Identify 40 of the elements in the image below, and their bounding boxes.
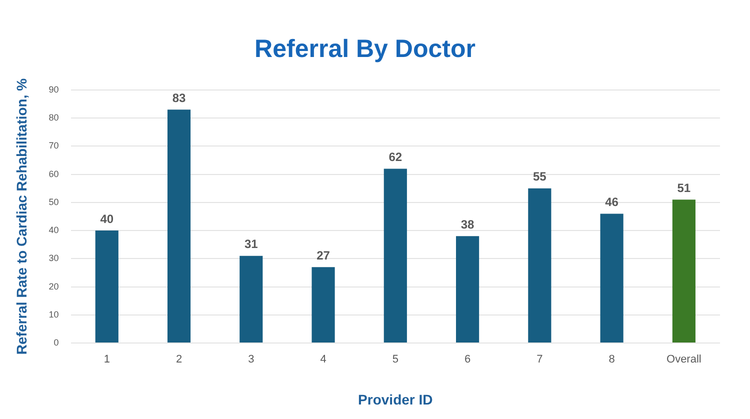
y-tick-label: 30: [48, 253, 59, 264]
y-tick-label: 90: [48, 84, 59, 94]
x-tick-label: 6: [464, 354, 471, 366]
data-label: 55: [532, 170, 547, 184]
y-tick-label: 40: [48, 225, 59, 236]
bar: [672, 200, 696, 342]
y-axis-title: Referral Rate to Cardiac Rehabilitation, %: [13, 78, 30, 355]
x-tick-label: 7: [536, 354, 543, 366]
x-axis-title: Provider ID: [358, 391, 433, 408]
data-label: 62: [388, 150, 402, 164]
data-label: 46: [605, 195, 619, 209]
x-tick-label: 2: [176, 354, 182, 366]
data-label: 83: [172, 90, 186, 105]
x-tick-label: Overall: [666, 354, 702, 366]
bar: [384, 168, 407, 342]
data-label: 31: [244, 237, 258, 252]
bar: [528, 188, 552, 342]
x-tick-label: 3: [248, 354, 254, 366]
chart-title: Referral By Doctor: [254, 34, 476, 63]
y-tick-label: 10: [48, 309, 59, 320]
data-label: 38: [460, 217, 475, 232]
bar: [95, 230, 118, 342]
data-label: 40: [100, 212, 114, 226]
data-label: 27: [316, 248, 330, 262]
bar: [600, 214, 624, 342]
x-tick-label: 5: [392, 354, 398, 366]
y-tick-label: 80: [48, 112, 59, 123]
x-tick-label: 4: [320, 354, 326, 366]
bar: [456, 236, 480, 342]
bar: [167, 110, 191, 342]
x-tick-label: 8: [608, 354, 615, 366]
data-label: 51: [677, 180, 691, 195]
y-tick-label: 20: [48, 281, 59, 292]
y-tick-label: 50: [48, 196, 59, 207]
y-tick-label: 0: [54, 337, 59, 348]
y-tick-label: 60: [48, 168, 59, 179]
x-tick-label: 1: [104, 354, 110, 366]
bar: [312, 267, 335, 342]
bar: [240, 256, 263, 342]
y-tick-label: 70: [48, 140, 59, 151]
